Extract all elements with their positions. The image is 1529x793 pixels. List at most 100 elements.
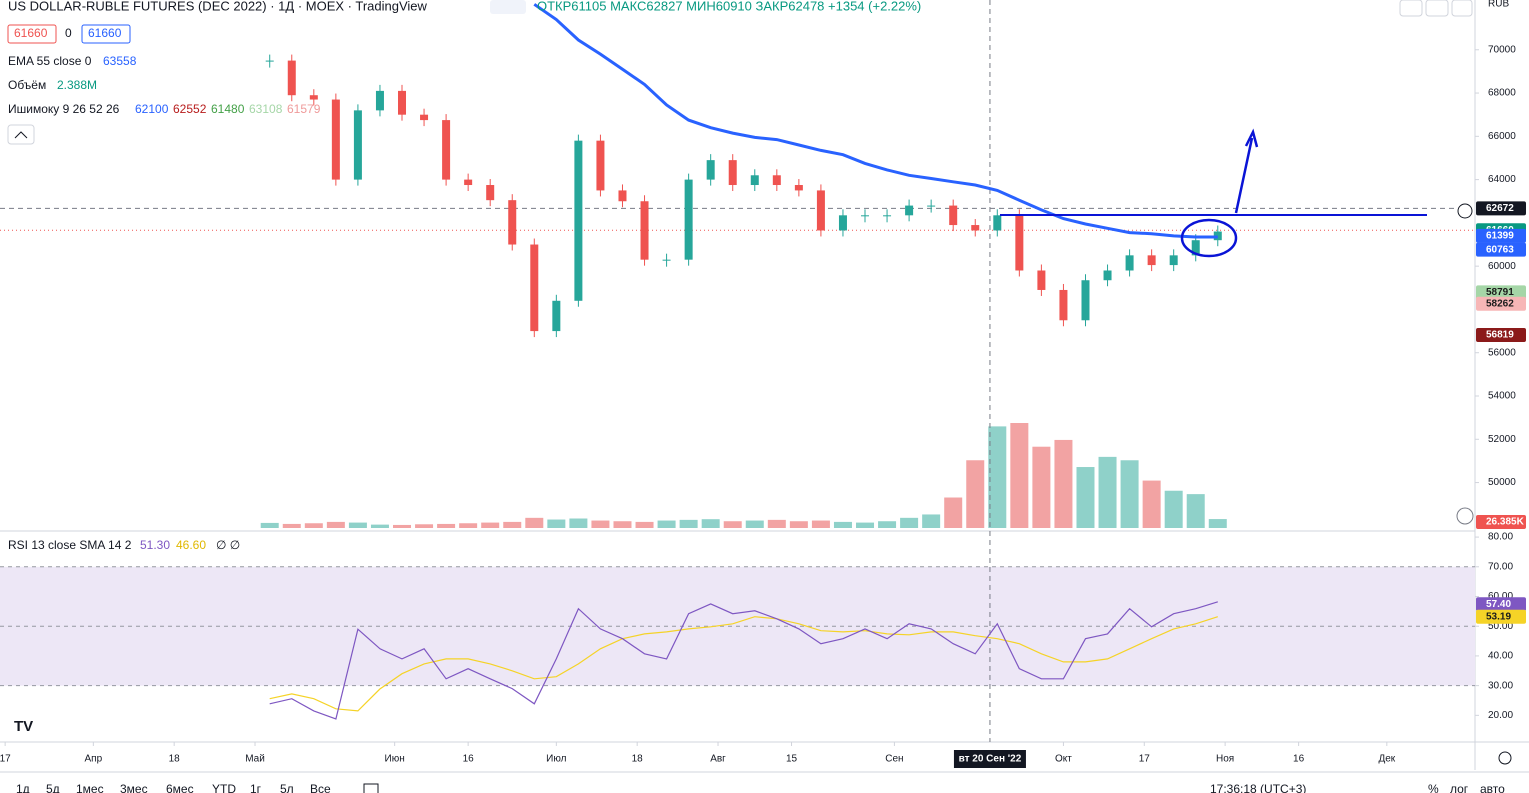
tv-logo-mark: TV bbox=[14, 718, 33, 735]
x-tick-label: Авг bbox=[710, 754, 726, 765]
candle bbox=[750, 175, 759, 186]
candle bbox=[684, 179, 693, 260]
candle bbox=[728, 160, 737, 186]
rsi-tick-label: 40.00 bbox=[1488, 651, 1513, 662]
candle bbox=[1147, 255, 1156, 266]
scroll-up[interactable] bbox=[1425, 0, 1449, 17]
currency: RUB bbox=[1488, 0, 1509, 10]
candle bbox=[640, 201, 649, 260]
y-tick-label: 68000 bbox=[1488, 88, 1516, 99]
y-tick-label: 70000 bbox=[1488, 44, 1516, 55]
x-tick-label: Дек bbox=[1378, 754, 1395, 765]
volume-bar bbox=[591, 520, 610, 528]
range-button[interactable]: 3мес bbox=[120, 782, 148, 793]
rsi-tick-label: 30.00 bbox=[1488, 680, 1513, 691]
ichimoku-values: 62100 62552 61480 63108 61579 bbox=[135, 102, 321, 116]
drawn-ellipse[interactable] bbox=[1180, 218, 1238, 258]
symbol-title: US DOLLAR-RUBLE FUTURES (DEC 2022) · 1Д … bbox=[8, 0, 428, 13]
scale-option[interactable]: авто bbox=[1480, 782, 1505, 793]
volume-bar bbox=[1208, 519, 1227, 528]
volume-bar bbox=[635, 521, 654, 528]
volume-bar bbox=[1164, 490, 1183, 528]
candle bbox=[486, 185, 495, 201]
rsi-tag: 57.40 bbox=[1486, 599, 1511, 610]
range-button[interactable]: 6мес bbox=[166, 782, 194, 793]
x-tick-label: 18 bbox=[169, 754, 181, 765]
volume-bar bbox=[1120, 460, 1139, 528]
x-tick-label: Сен bbox=[885, 754, 903, 765]
range-button[interactable]: 5д bbox=[46, 782, 60, 793]
volume-bar bbox=[393, 524, 412, 528]
buy-box[interactable] bbox=[81, 24, 131, 44]
scale-option[interactable]: % bbox=[1428, 782, 1439, 793]
range-button[interactable]: 1д bbox=[16, 782, 30, 793]
candle bbox=[794, 185, 803, 191]
volume-bar bbox=[1076, 467, 1095, 528]
volume-bar bbox=[745, 520, 764, 528]
x-tick-label: 17 bbox=[1139, 754, 1151, 765]
crosshair-price-bg bbox=[1476, 201, 1526, 216]
candle bbox=[1015, 215, 1024, 271]
volume-bar bbox=[1010, 423, 1029, 528]
candle bbox=[420, 114, 429, 121]
x-tick-label: Июл bbox=[546, 754, 566, 765]
rsi-tick-label: 70.00 bbox=[1488, 561, 1513, 572]
timer-icon[interactable] bbox=[1456, 507, 1474, 525]
rsi-extra: ∅ ∅ bbox=[216, 538, 240, 552]
add-alert[interactable] bbox=[1457, 203, 1473, 219]
maximize[interactable] bbox=[1451, 0, 1473, 17]
candle bbox=[883, 215, 892, 217]
sell-box[interactable] bbox=[7, 24, 57, 44]
rsi-tick-label: 20.00 bbox=[1488, 710, 1513, 721]
sell-price: 61660 bbox=[14, 26, 48, 40]
candle bbox=[353, 110, 362, 180]
candle bbox=[905, 205, 914, 216]
crosshair-price: 62672 bbox=[1486, 203, 1514, 214]
range-button[interactable]: Все bbox=[310, 782, 331, 793]
candle bbox=[464, 179, 473, 186]
candle bbox=[574, 140, 583, 301]
rsi-tick-label: 60.00 bbox=[1488, 591, 1513, 602]
scroll-down[interactable] bbox=[1399, 0, 1423, 17]
volume-bar bbox=[569, 518, 588, 528]
ichimoku-legend: Ишимоку 9 26 52 26 bbox=[8, 102, 120, 116]
candle bbox=[1037, 270, 1046, 290]
candle bbox=[861, 215, 870, 217]
y-tick-label: 60000 bbox=[1488, 261, 1516, 272]
candle bbox=[772, 175, 781, 186]
x-tick-label: 16 bbox=[463, 754, 475, 765]
volume-bar bbox=[856, 522, 875, 528]
collapse-icon bbox=[14, 131, 28, 139]
candle bbox=[1081, 280, 1090, 321]
crosshair-date: вт 20 Сен '22 bbox=[959, 754, 1022, 765]
volume-bar bbox=[1054, 439, 1073, 528]
range-button[interactable]: 1г bbox=[250, 782, 262, 793]
volume-bar bbox=[415, 524, 434, 528]
toolbar: 1д 5д 1мес 3мес 6мес YTD 1г 5л Все 17:36:18 (UTC+… bbox=[16, 782, 1505, 793]
volume-bar bbox=[767, 519, 786, 528]
volume-bar bbox=[348, 522, 367, 528]
price-tag: 58791 bbox=[1486, 287, 1514, 298]
volume-bar bbox=[326, 521, 345, 528]
rsi-tick-label: 80.00 bbox=[1488, 532, 1513, 543]
scale-option[interactable]: лог bbox=[1450, 782, 1469, 793]
range-button[interactable]: 5л bbox=[280, 782, 294, 793]
drawn-arrow[interactable] bbox=[1234, 128, 1259, 214]
collapse-legend[interactable] bbox=[7, 124, 35, 145]
range-button[interactable]: YTD bbox=[212, 782, 236, 793]
settings[interactable] bbox=[1498, 751, 1512, 765]
volume-bar bbox=[811, 520, 830, 528]
candle bbox=[949, 205, 958, 226]
tv-logo[interactable] bbox=[6, 712, 40, 740]
plot bbox=[0, 0, 1475, 742]
candle bbox=[1059, 289, 1068, 321]
compare-button[interactable] bbox=[490, 0, 526, 14]
rsi-sma-line bbox=[269, 616, 1218, 712]
price-tag-bg bbox=[1476, 296, 1526, 311]
x-tick-label: Июн bbox=[385, 754, 405, 765]
range-button[interactable]: 1мес bbox=[76, 782, 104, 793]
volume-bar bbox=[481, 522, 500, 528]
candle bbox=[596, 140, 605, 191]
volume-bar bbox=[1032, 446, 1051, 528]
